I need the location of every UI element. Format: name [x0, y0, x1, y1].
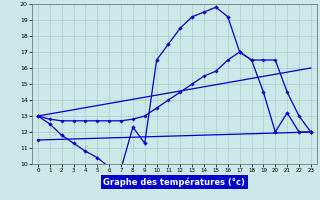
X-axis label: Graphe des températures (°c): Graphe des températures (°c) — [103, 177, 245, 187]
